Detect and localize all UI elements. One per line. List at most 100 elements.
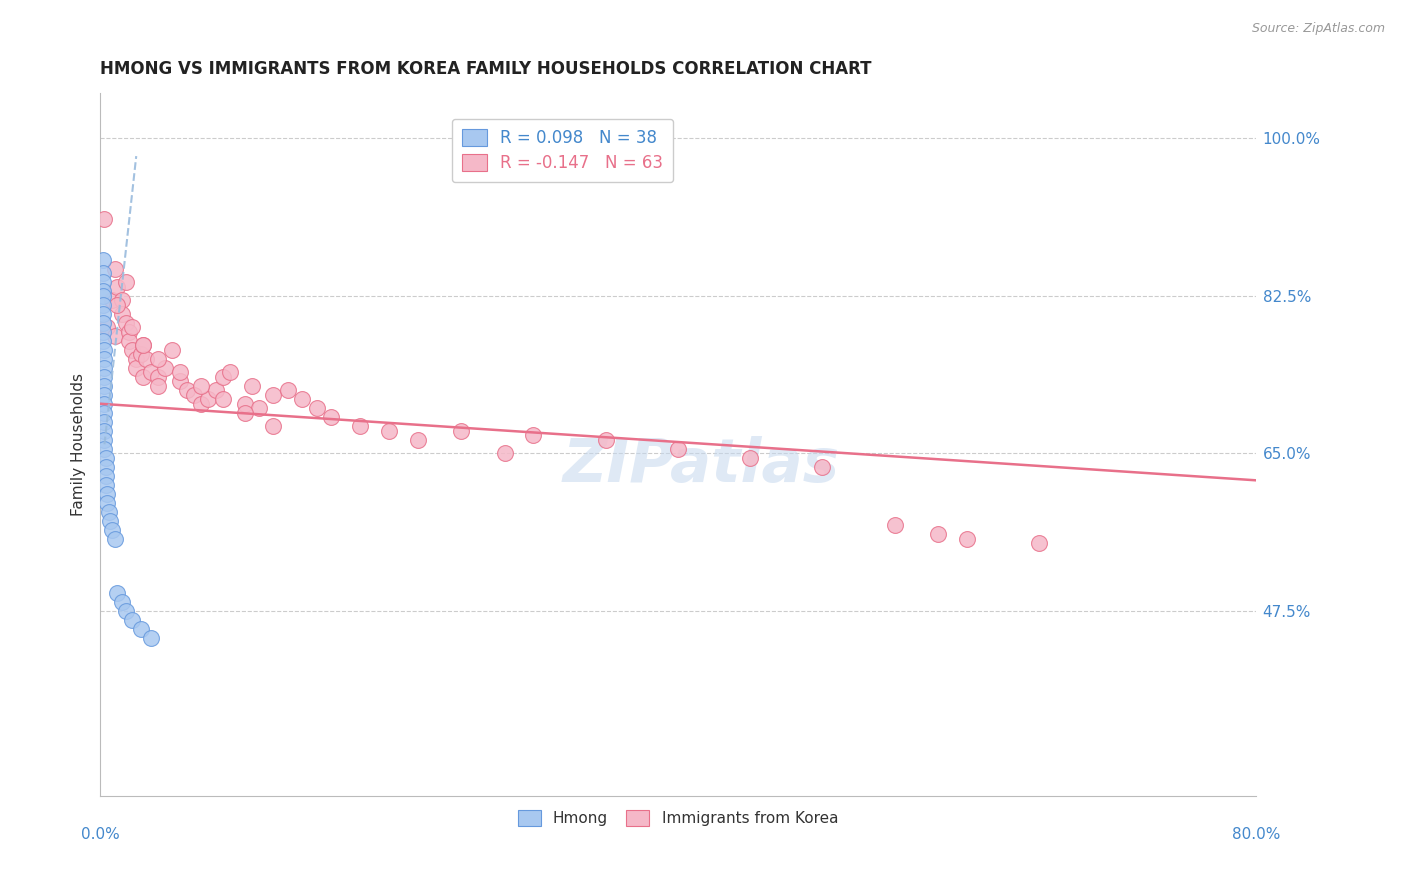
Point bbox=[494, 446, 516, 460]
Point bbox=[93, 397, 115, 411]
Point bbox=[233, 397, 256, 411]
Point bbox=[93, 343, 115, 357]
Point bbox=[91, 298, 114, 312]
Point bbox=[94, 477, 117, 491]
Point bbox=[153, 360, 176, 375]
Point bbox=[305, 401, 328, 416]
Point bbox=[91, 325, 114, 339]
Point bbox=[169, 365, 191, 379]
Point bbox=[93, 406, 115, 420]
Point bbox=[93, 351, 115, 366]
Text: 80.0%: 80.0% bbox=[1232, 827, 1279, 842]
Point bbox=[146, 378, 169, 392]
Point bbox=[277, 383, 299, 397]
Point bbox=[190, 397, 212, 411]
Point bbox=[135, 351, 157, 366]
Point bbox=[740, 450, 762, 465]
Point bbox=[94, 468, 117, 483]
Point bbox=[129, 347, 152, 361]
Point bbox=[96, 496, 118, 510]
Point bbox=[115, 275, 138, 289]
Point bbox=[96, 320, 118, 334]
Point bbox=[115, 604, 138, 618]
Point bbox=[666, 442, 689, 456]
Text: HMONG VS IMMIGRANTS FROM KOREA FAMILY HOUSEHOLDS CORRELATION CHART: HMONG VS IMMIGRANTS FROM KOREA FAMILY HO… bbox=[100, 60, 872, 78]
Point bbox=[146, 369, 169, 384]
Point bbox=[93, 369, 115, 384]
Point bbox=[115, 316, 138, 330]
Point bbox=[111, 293, 134, 308]
Point bbox=[522, 428, 544, 442]
Point bbox=[93, 433, 115, 447]
Point bbox=[94, 450, 117, 465]
Point bbox=[450, 424, 472, 438]
Text: ZIPatlas: ZIPatlas bbox=[562, 436, 839, 495]
Point bbox=[93, 415, 115, 429]
Point bbox=[96, 487, 118, 501]
Point bbox=[121, 343, 143, 357]
Point bbox=[118, 325, 141, 339]
Point bbox=[321, 410, 343, 425]
Point bbox=[233, 406, 256, 420]
Point bbox=[883, 518, 905, 533]
Legend: Hmong, Immigrants from Korea: Hmong, Immigrants from Korea bbox=[510, 802, 845, 833]
Point bbox=[212, 369, 235, 384]
Point bbox=[91, 334, 114, 348]
Point bbox=[263, 419, 285, 434]
Point bbox=[204, 383, 226, 397]
Point bbox=[91, 252, 114, 267]
Point bbox=[125, 360, 148, 375]
Point bbox=[118, 334, 141, 348]
Point bbox=[176, 383, 198, 397]
Point bbox=[132, 338, 155, 352]
Point bbox=[93, 212, 115, 227]
Y-axis label: Family Households: Family Households bbox=[72, 373, 86, 516]
Point bbox=[129, 622, 152, 636]
Point bbox=[811, 459, 834, 474]
Point bbox=[91, 307, 114, 321]
Point bbox=[125, 351, 148, 366]
Point bbox=[139, 631, 162, 645]
Point bbox=[94, 459, 117, 474]
Point bbox=[91, 284, 114, 298]
Point bbox=[103, 261, 125, 276]
Point bbox=[121, 613, 143, 627]
Point bbox=[93, 424, 115, 438]
Point bbox=[190, 378, 212, 392]
Point bbox=[132, 338, 155, 352]
Point bbox=[349, 419, 371, 434]
Point bbox=[263, 388, 285, 402]
Point bbox=[93, 360, 115, 375]
Point bbox=[406, 433, 429, 447]
Point bbox=[162, 343, 184, 357]
Point bbox=[183, 388, 205, 402]
Text: 0.0%: 0.0% bbox=[80, 827, 120, 842]
Point bbox=[247, 401, 270, 416]
Point bbox=[169, 374, 191, 388]
Point bbox=[107, 586, 129, 600]
Point bbox=[93, 378, 115, 392]
Point bbox=[121, 320, 143, 334]
Point bbox=[146, 351, 169, 366]
Point bbox=[103, 329, 125, 343]
Point bbox=[100, 293, 122, 308]
Point bbox=[132, 369, 155, 384]
Point bbox=[91, 288, 114, 302]
Point bbox=[100, 523, 122, 537]
Point bbox=[197, 392, 219, 407]
Point bbox=[956, 532, 979, 546]
Point bbox=[91, 316, 114, 330]
Point bbox=[219, 365, 242, 379]
Point bbox=[927, 527, 949, 541]
Point bbox=[98, 514, 121, 528]
Point bbox=[212, 392, 235, 407]
Point bbox=[240, 378, 263, 392]
Point bbox=[93, 388, 115, 402]
Point bbox=[139, 365, 162, 379]
Point bbox=[91, 275, 114, 289]
Point bbox=[111, 595, 134, 609]
Point bbox=[107, 298, 129, 312]
Point bbox=[111, 307, 134, 321]
Point bbox=[1028, 536, 1050, 550]
Point bbox=[93, 442, 115, 456]
